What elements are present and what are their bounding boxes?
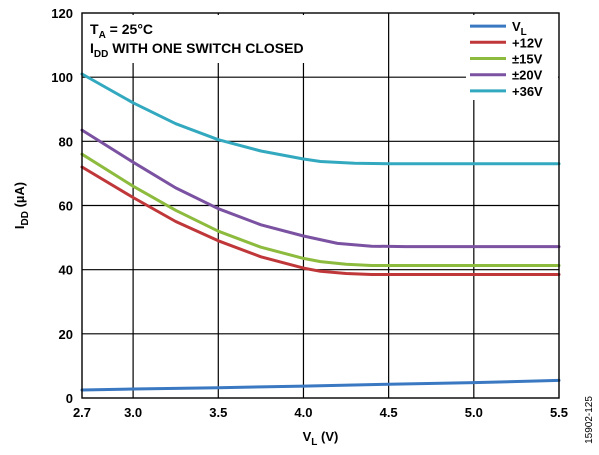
annotation-temperature-sub: A	[99, 30, 106, 41]
annotation-condition: IDD WITH ONE SWITCH CLOSED	[90, 40, 304, 60]
legend-label-main: ±15V	[512, 52, 543, 67]
legend-label: +36V	[512, 84, 543, 99]
y-tick-label: 0	[66, 391, 73, 406]
x-tick-label: 5.5	[550, 405, 568, 420]
x-tick-label: 2.7	[73, 405, 91, 420]
y-tick-label: 100	[51, 70, 73, 85]
y-axis-label-sub: DD	[20, 211, 31, 225]
annotation-temperature: TA = 25°C	[90, 21, 153, 41]
y-tick-label: 120	[51, 6, 73, 21]
plot-frame	[81, 12, 560, 399]
legend-label: VL	[512, 19, 527, 38]
annotation-temperature-tail: = 25°C	[106, 21, 153, 37]
annotation-condition-tail: WITH ONE SWITCH CLOSED	[108, 40, 303, 56]
x-tick-label: 3.0	[124, 405, 142, 420]
series-line-1	[80, 165, 561, 276]
legend-label-main: V	[512, 19, 521, 34]
x-tick-label: 4.5	[380, 405, 398, 420]
legend-label-main: +36V	[512, 84, 543, 99]
series-line-2	[80, 152, 561, 267]
y-tick-labels: 0 20 40 60 80 100 120	[51, 6, 73, 406]
x-axis-label-tail: (V)	[317, 429, 338, 444]
y-tick-label: 60	[59, 199, 73, 214]
x-axis-label-main: V	[303, 429, 312, 444]
legend-label-sub: L	[521, 27, 527, 38]
legend: VL+12V ±15V±20V+36V	[466, 15, 558, 100]
annotation-condition-main: I	[90, 40, 94, 56]
annotation-temperature-main: T	[90, 21, 99, 37]
x-tick-label: 3.5	[209, 405, 227, 420]
annotation-condition-sub: DD	[94, 49, 108, 60]
y-axis-label: IDD (µA)	[12, 182, 31, 229]
x-axis-label-sub: L	[311, 437, 317, 448]
series-line-0	[80, 378, 561, 392]
legend-label: +12V	[512, 35, 543, 50]
y-tick-label: 20	[59, 327, 73, 342]
x-tick-label: 5.0	[465, 405, 483, 420]
legend-label: ±20V	[512, 68, 543, 83]
y-axis-label-main: I	[12, 225, 27, 229]
series-line-3	[80, 128, 561, 249]
legend-label: ±15V	[512, 52, 543, 67]
legend-label-main: ±20V	[512, 68, 543, 83]
x-axis-label: VL (V)	[303, 429, 339, 448]
x-tick-labels: 2.7 3.0 3.5 4.0 4.5 5.0 5.5	[73, 405, 568, 420]
y-axis-label-tail: (µA)	[12, 182, 27, 211]
y-tick-label: 80	[59, 134, 73, 149]
y-tick-label: 40	[59, 263, 73, 278]
figure-id: 15902-125	[584, 396, 595, 444]
series-line-4	[80, 72, 561, 166]
annotation-background	[84, 15, 350, 63]
legend-label-main: +12V	[512, 35, 543, 50]
x-tick-label: 4.0	[294, 405, 312, 420]
series-lines	[80, 72, 561, 392]
